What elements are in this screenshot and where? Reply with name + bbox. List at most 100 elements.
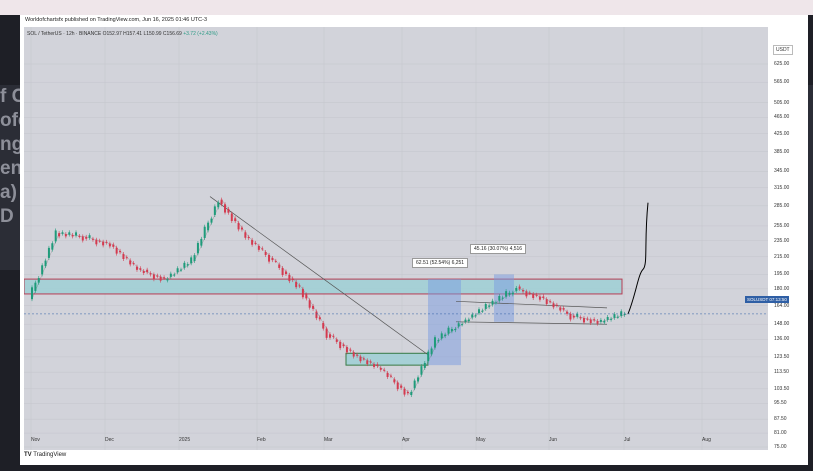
candle-body bbox=[427, 351, 430, 362]
candle-body bbox=[230, 213, 233, 221]
candle-body bbox=[135, 266, 138, 270]
candle-body bbox=[610, 318, 613, 320]
x-tick-label: Aug bbox=[702, 437, 711, 443]
y-tick-label: 136.00 bbox=[774, 336, 790, 343]
candle-body bbox=[281, 267, 284, 276]
y-tick-label: 148.00 bbox=[774, 321, 790, 328]
candle-body bbox=[61, 232, 64, 234]
y-tick-label: 345.00 bbox=[774, 168, 790, 175]
candle-body bbox=[129, 260, 132, 265]
candle-body bbox=[345, 347, 348, 353]
y-tick-label: 505.00 bbox=[774, 99, 790, 106]
candle-body bbox=[213, 206, 216, 215]
candle-body bbox=[244, 232, 247, 238]
y-tick-label: 103.50 bbox=[774, 385, 790, 392]
candle-body bbox=[95, 239, 98, 245]
candle-body bbox=[545, 299, 548, 304]
backdrop-line: D bbox=[0, 206, 14, 227]
candle-body bbox=[579, 317, 582, 319]
candle-body bbox=[315, 311, 318, 319]
candle-body bbox=[366, 360, 369, 365]
y-tick-label: 465.00 bbox=[774, 114, 790, 121]
candle-body bbox=[603, 320, 606, 323]
price-path bbox=[31, 199, 629, 396]
candle-body bbox=[190, 257, 193, 264]
candle-body bbox=[247, 236, 250, 239]
candle-body bbox=[552, 303, 555, 308]
candle-body bbox=[325, 328, 328, 338]
candle-body bbox=[152, 274, 155, 280]
candle-body bbox=[586, 318, 589, 320]
change-value: +3.72 (+2.43%) bbox=[183, 31, 218, 37]
chart-svg[interactable] bbox=[24, 27, 768, 450]
candle-body bbox=[284, 271, 287, 275]
y-tick-label: 255.00 bbox=[774, 222, 790, 229]
candle-body bbox=[166, 279, 169, 281]
candle-body bbox=[122, 254, 125, 260]
published-by: Worldofchartsfx published on TradingView… bbox=[25, 17, 208, 23]
candle-body bbox=[193, 255, 196, 262]
x-tick-label: Dec bbox=[105, 437, 114, 443]
candle-body bbox=[98, 240, 101, 242]
candle-body bbox=[68, 232, 71, 235]
candle-body bbox=[555, 304, 558, 306]
measure-label-1: 62.51 (52.54%) 6,251 bbox=[412, 258, 469, 268]
candle-body bbox=[196, 242, 199, 254]
candle-body bbox=[81, 236, 84, 241]
last-price-badge: SOLUSDT 07:13:50 bbox=[745, 296, 789, 303]
backdrop-line: ng bbox=[0, 134, 24, 155]
currency-button[interactable]: USDT bbox=[773, 45, 793, 55]
candle-body bbox=[474, 315, 477, 317]
candle-body bbox=[34, 282, 37, 291]
candle-body bbox=[305, 294, 308, 299]
candle-body bbox=[440, 333, 443, 339]
candle-body bbox=[454, 328, 457, 331]
candle-body bbox=[149, 273, 152, 275]
candle-body bbox=[376, 364, 379, 367]
candle-body bbox=[549, 301, 552, 303]
backdrop-line: a) bbox=[0, 182, 17, 203]
candle-body bbox=[352, 352, 355, 357]
candle-body bbox=[102, 241, 105, 246]
candle-body bbox=[31, 287, 33, 300]
candle-body bbox=[572, 315, 575, 318]
backdrop-line: f C bbox=[0, 86, 26, 107]
candle-body bbox=[44, 260, 47, 267]
candle-body bbox=[183, 262, 186, 268]
candle-body bbox=[105, 241, 108, 243]
tradingview-logo[interactable]: TV TradingView bbox=[24, 452, 66, 458]
candle-body bbox=[115, 247, 118, 254]
candle-body bbox=[535, 294, 538, 296]
y-tick-label: 87.50 bbox=[774, 416, 787, 423]
candle-body bbox=[518, 286, 521, 289]
candle-body bbox=[433, 337, 436, 348]
candle-body bbox=[613, 314, 616, 318]
measure-label-2: 45.16 (30.07%) 4,516 bbox=[470, 244, 527, 254]
candle-body bbox=[423, 362, 426, 368]
candle-body bbox=[356, 354, 359, 356]
candle-body bbox=[85, 236, 88, 239]
y-tick-label: 565.00 bbox=[774, 79, 790, 86]
candle-body bbox=[430, 348, 433, 355]
brand-label: TradingView bbox=[33, 452, 67, 458]
y-tick-label: 235.00 bbox=[774, 237, 790, 244]
x-tick-label: 2025 bbox=[179, 437, 191, 443]
y-tick-label: 164.00 bbox=[774, 302, 790, 309]
plot-area[interactable] bbox=[24, 27, 768, 450]
candle-body bbox=[308, 300, 311, 308]
price-axis[interactable] bbox=[768, 27, 808, 450]
y-tick-label: 195.00 bbox=[774, 271, 790, 278]
y-tick-label: 95.50 bbox=[774, 400, 787, 407]
candle-body bbox=[173, 274, 176, 276]
candle-body bbox=[417, 377, 420, 382]
candle-body bbox=[525, 291, 528, 297]
candle-body bbox=[481, 310, 484, 312]
y-tick-label: 285.00 bbox=[774, 202, 790, 209]
candle-body bbox=[596, 321, 599, 324]
x-tick-label: Apr bbox=[402, 437, 410, 443]
candle-body bbox=[511, 292, 514, 295]
candle-body bbox=[562, 308, 565, 310]
y-tick-label: 425.00 bbox=[774, 130, 790, 137]
candle-body bbox=[288, 274, 291, 282]
candle-body bbox=[494, 302, 497, 304]
